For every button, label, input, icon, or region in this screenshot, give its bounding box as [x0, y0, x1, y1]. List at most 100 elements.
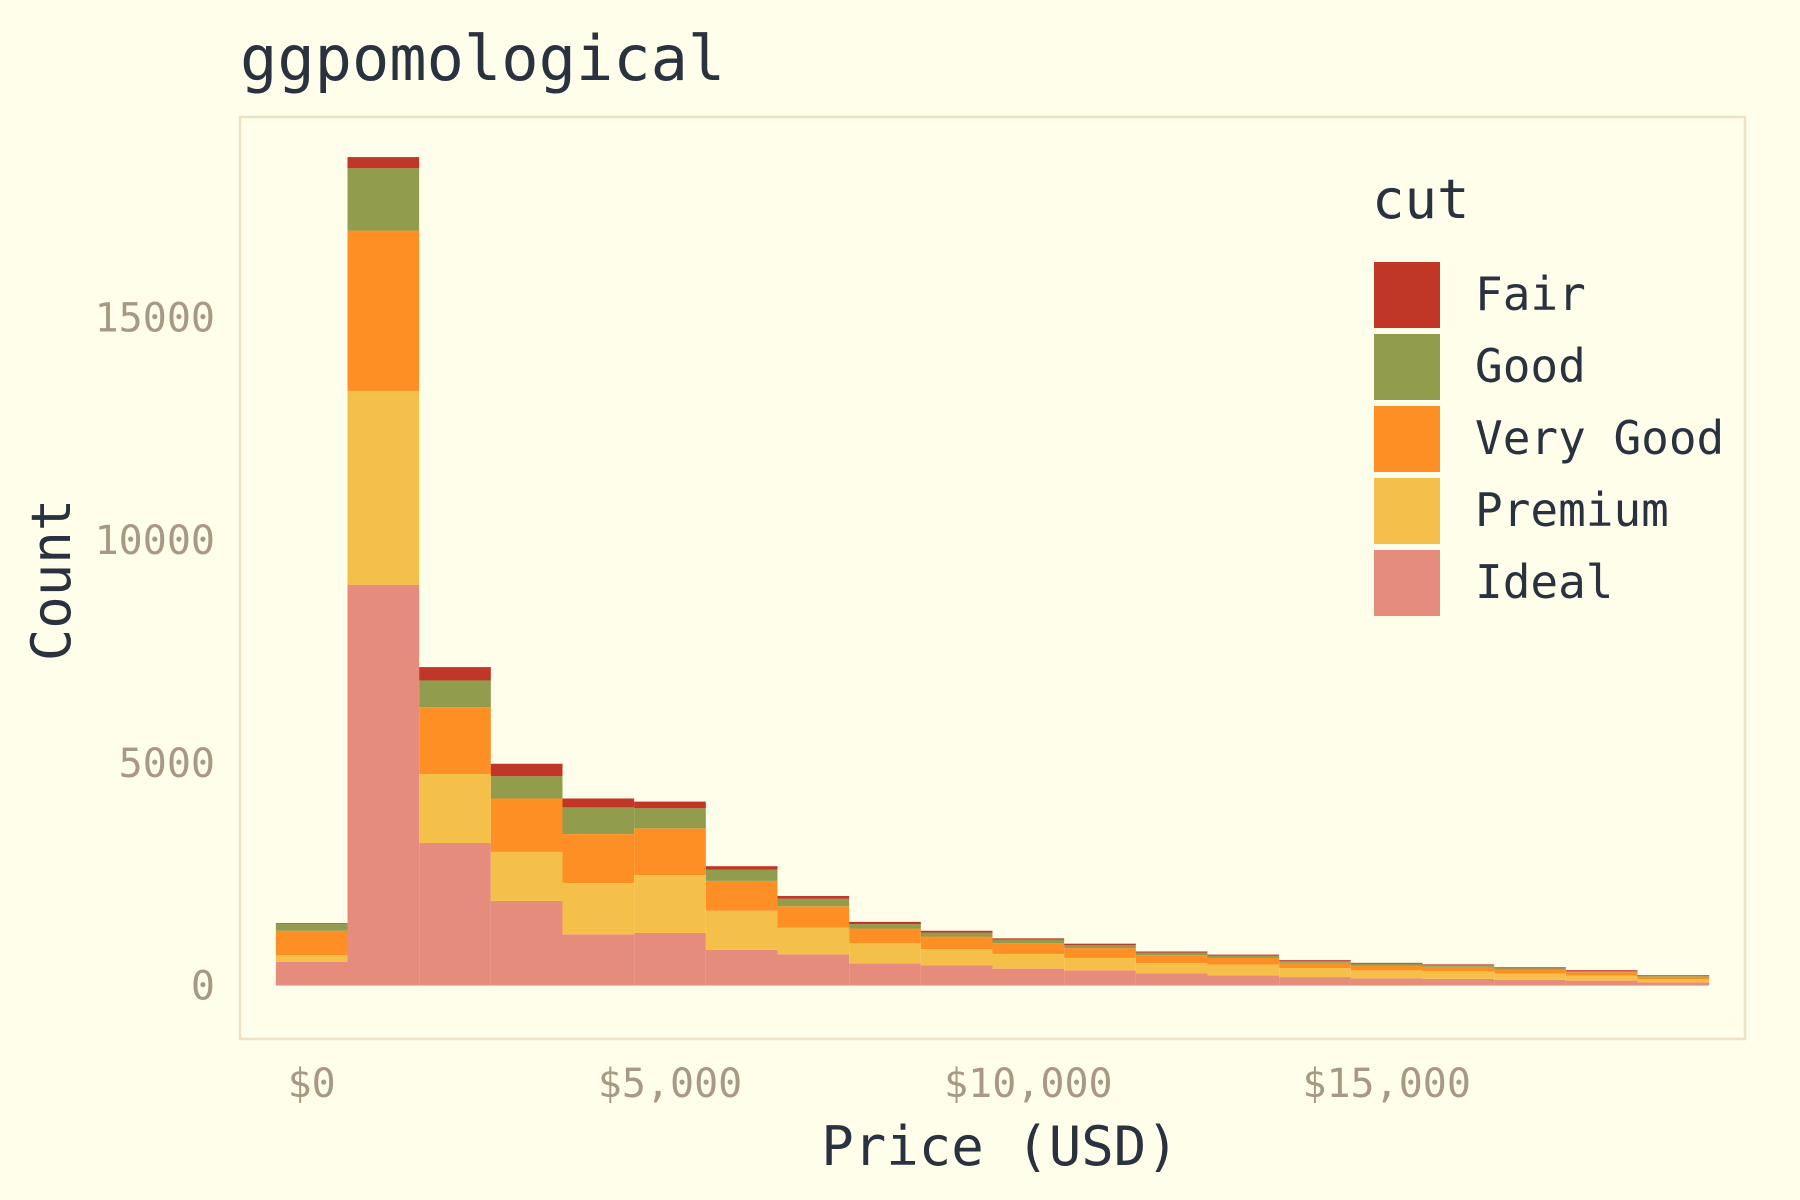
bar-ideal-10 [992, 968, 1065, 986]
legend-swatch-very-good [1374, 406, 1440, 472]
bar-ideal-19 [1637, 982, 1710, 986]
bar-good-14 [1279, 961, 1351, 963]
bar-ideal-16 [1422, 978, 1495, 986]
x-axis-ticks: $0 $5,000 $10,000 $15,000 [288, 1061, 1471, 1107]
bar-premium-6 [705, 910, 778, 950]
bar-fair-5 [634, 801, 706, 809]
bar-premium-17 [1494, 973, 1566, 980]
bar-very-good-11 [1064, 948, 1136, 958]
bar-ideal-13 [1207, 975, 1280, 986]
bar-very-good-13 [1207, 957, 1280, 965]
bar-very-good-5 [634, 828, 706, 876]
y-tick-label: 15000 [95, 295, 215, 341]
bar-good-19 [1637, 975, 1710, 977]
bar-premium-8 [849, 943, 921, 964]
bar-fair-7 [777, 896, 850, 899]
legend-label-good: Good [1475, 339, 1586, 393]
bar-premium-2 [419, 773, 491, 844]
bar-ideal-11 [1064, 970, 1136, 986]
bar-good-15 [1350, 963, 1423, 966]
bar-very-good-17 [1494, 969, 1566, 974]
bar-ideal-5 [634, 932, 706, 986]
plot-panel [238, 115, 1747, 1041]
bar-ideal-12 [1135, 973, 1208, 986]
bar-premium-14 [1279, 968, 1351, 978]
bars-group [275, 157, 1710, 986]
bar-fair-18 [1565, 970, 1638, 972]
legend-title: cut [1372, 168, 1470, 231]
bar-good-0 [275, 924, 348, 931]
bar-very-good-4 [562, 834, 635, 884]
bar-good-1 [347, 168, 420, 231]
bar-good-5 [634, 808, 706, 829]
bar-very-good-1 [347, 230, 420, 391]
bar-fair-0 [275, 923, 348, 925]
legend-label-fair: Fair [1475, 267, 1586, 321]
bar-fair-1 [347, 157, 420, 169]
bar-fair-9 [920, 930, 993, 933]
bar-very-good-14 [1279, 962, 1351, 969]
bar-ideal-3 [490, 900, 563, 986]
legend-swatch-good [1374, 334, 1440, 400]
bar-good-17 [1494, 968, 1566, 970]
bar-ideal-4 [562, 934, 635, 986]
bar-fair-16 [1422, 964, 1495, 966]
bar-ideal-7 [777, 954, 850, 986]
legend-items: Fair Good Very Good Premium Ideal [1374, 262, 1724, 616]
bar-very-good-19 [1637, 976, 1710, 980]
bar-ideal-6 [705, 949, 778, 986]
x-tick-label: $5,000 [598, 1061, 743, 1107]
bar-ideal-2 [419, 843, 491, 986]
bar-ideal-18 [1565, 980, 1638, 986]
bar-premium-9 [920, 949, 993, 966]
bar-premium-12 [1135, 963, 1208, 974]
bar-fair-12 [1135, 951, 1208, 953]
bar-very-good-3 [490, 798, 563, 852]
y-tick-label: 0 [191, 964, 215, 1010]
bar-very-good-10 [992, 943, 1065, 954]
y-tick-label: 5000 [119, 741, 215, 787]
bar-good-10 [992, 939, 1065, 944]
bar-good-12 [1135, 952, 1208, 956]
bar-premium-18 [1565, 975, 1638, 981]
legend: cut Fair Good Very Good Premium Ideal [1372, 168, 1724, 616]
x-tick-label: $15,000 [1302, 1061, 1471, 1107]
bar-ideal-0 [275, 961, 348, 986]
bar-premium-1 [347, 390, 420, 585]
bar-fair-19 [1637, 975, 1710, 976]
legend-swatch-fair [1374, 262, 1440, 328]
bar-premium-3 [490, 851, 563, 901]
bar-very-good-2 [419, 707, 491, 774]
bar-very-good-16 [1422, 966, 1495, 972]
bar-ideal-15 [1350, 978, 1423, 986]
bar-good-9 [920, 932, 993, 937]
bar-fair-4 [562, 798, 635, 808]
bar-premium-0 [275, 955, 348, 962]
bar-good-6 [705, 869, 778, 881]
bar-fair-17 [1494, 967, 1566, 969]
bar-fair-15 [1350, 962, 1423, 964]
bar-good-3 [490, 776, 563, 799]
bar-fair-14 [1279, 960, 1351, 962]
y-axis-title: Count [20, 499, 83, 662]
bar-good-18 [1565, 971, 1638, 973]
bar-very-good-8 [849, 928, 921, 944]
y-axis-ticks: 0 5000 10000 15000 [95, 295, 215, 1009]
y-tick-label: 10000 [95, 518, 215, 564]
bar-ideal-9 [920, 965, 993, 986]
x-tick-label: $10,000 [944, 1061, 1113, 1107]
bar-good-7 [777, 898, 850, 907]
bar-good-8 [849, 924, 921, 929]
bar-ideal-17 [1494, 979, 1566, 986]
bar-fair-13 [1207, 954, 1280, 956]
chart-title: ggpomological [240, 22, 725, 95]
bar-premium-5 [634, 875, 706, 933]
bar-very-good-0 [275, 930, 348, 956]
bar-fair-10 [992, 938, 1065, 940]
bar-ideal-8 [849, 963, 921, 986]
bar-premium-15 [1350, 970, 1423, 979]
bar-premium-7 [777, 927, 850, 955]
bar-premium-16 [1422, 971, 1495, 979]
bar-fair-11 [1064, 943, 1136, 946]
